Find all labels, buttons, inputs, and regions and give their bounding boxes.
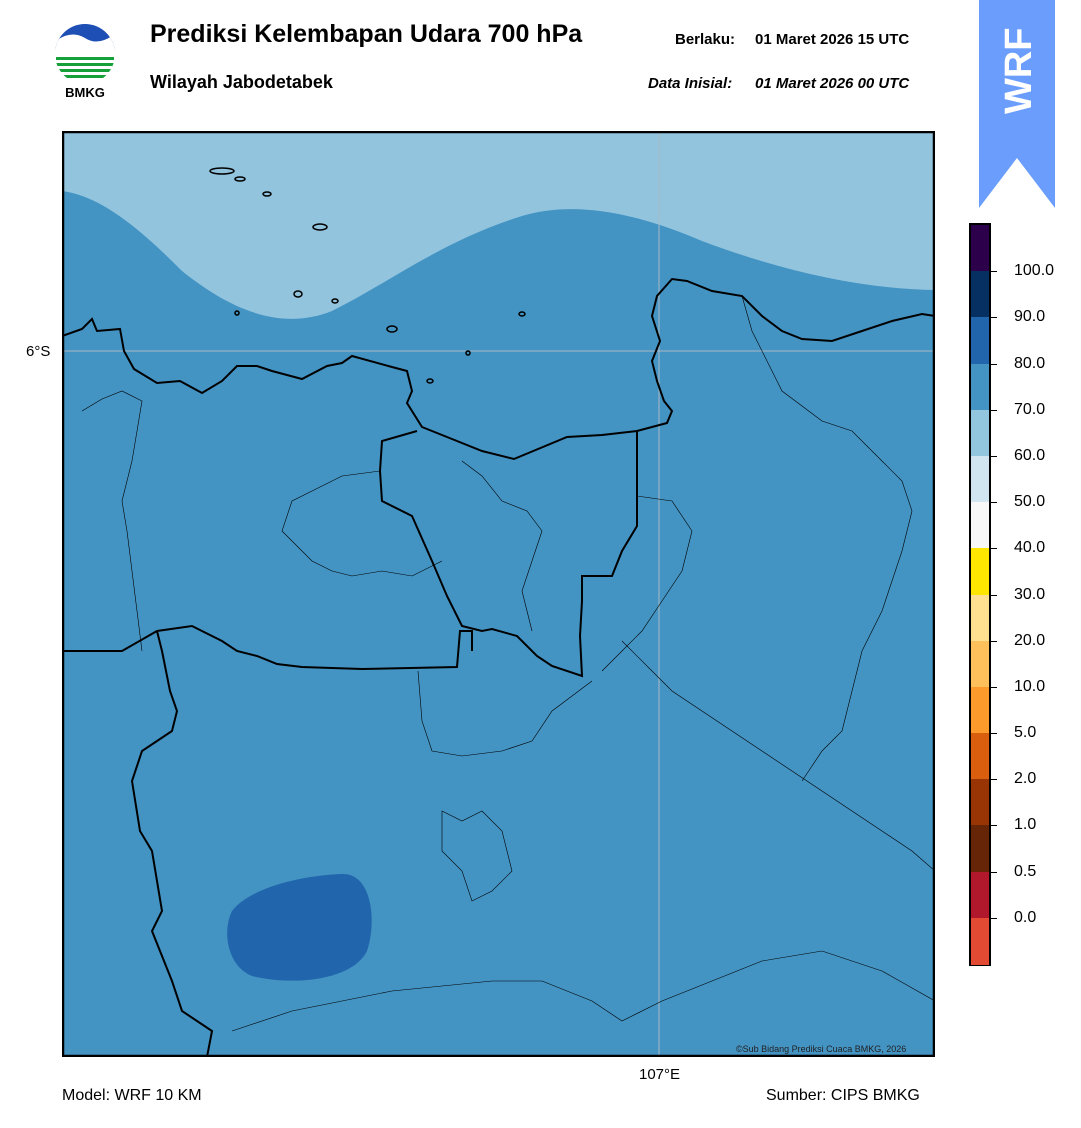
island — [331, 298, 339, 304]
colorbar-tick — [991, 779, 997, 781]
bmkg-logo-icon — [55, 24, 115, 84]
island — [312, 223, 328, 231]
colorbar-segment — [971, 548, 989, 595]
regency-boundary — [417, 670, 593, 757]
colorbar-segment — [971, 686, 989, 734]
colorbar-segment — [971, 871, 989, 919]
province-boundary — [378, 430, 638, 678]
colorbar-tick — [991, 686, 997, 688]
init-time-label: Data Inisial: — [648, 75, 733, 92]
colorbar-label: 5.0 — [1014, 724, 1037, 742]
valid-time-label: Berlaku: — [675, 31, 736, 48]
colorbar-label: 40.0 — [1014, 539, 1046, 557]
regency-boundary — [741, 295, 913, 782]
island — [426, 378, 434, 384]
model-label: Model: WRF 10 KM — [62, 1087, 202, 1104]
colorbar-segment — [971, 733, 989, 780]
colorbar-tick — [991, 363, 997, 365]
humidity-band-80-90 — [227, 873, 372, 981]
colorbar-segment — [971, 225, 989, 272]
colorbar-tick — [991, 548, 997, 550]
island — [209, 167, 235, 175]
province-boundary-west — [130, 630, 214, 1057]
colorbar-segment — [971, 825, 989, 873]
colorbar-label: 2.0 — [1014, 770, 1037, 788]
logo-text: BMKG — [65, 85, 105, 100]
colorbar-tick — [991, 317, 997, 319]
colorbar-tick — [991, 917, 997, 919]
colorbar-segment — [971, 917, 989, 965]
colorbar-segment — [971, 640, 989, 688]
colorbar-segment — [971, 409, 989, 457]
colorbar-label: 1.0 — [1014, 816, 1037, 834]
island — [234, 176, 246, 182]
colorbar-segment — [971, 779, 989, 826]
map-frame — [62, 131, 935, 1057]
colorbar-tick — [991, 594, 997, 596]
page-title: Prediksi Kelembapan Udara 700 hPa — [150, 20, 583, 48]
regency-boundary — [461, 460, 543, 632]
colorbar-segment — [971, 363, 989, 411]
colorbar-tick — [991, 825, 997, 827]
humidity-band-60-70 — [62, 131, 935, 319]
colorbar-tick — [991, 502, 997, 504]
page-subtitle: Wilayah Jabodetabek — [150, 72, 333, 92]
colorbar-label: 90.0 — [1014, 308, 1046, 326]
colorbar-segment — [971, 271, 989, 318]
island — [465, 350, 471, 356]
colorbar-label: 70.0 — [1014, 400, 1046, 418]
init-time-value: 01 Maret 2026 00 UTC — [755, 75, 910, 92]
colorbar-label: 20.0 — [1014, 631, 1046, 649]
colorbar-segment — [971, 502, 989, 549]
colorbar-label: 60.0 — [1014, 446, 1046, 464]
regency-boundary — [231, 950, 935, 1032]
colorbar-tick — [991, 640, 997, 642]
province-boundary-south — [62, 624, 473, 671]
colorbar-label: 0.0 — [1014, 908, 1037, 926]
colorbar-tick — [991, 455, 997, 457]
island — [293, 290, 303, 298]
colorbar-label: 10.0 — [1014, 677, 1046, 695]
colorbar-label: 30.0 — [1014, 585, 1046, 603]
wrf-badge-text: WRF — [998, 27, 1040, 114]
wrf-badge: WRF — [979, 0, 1055, 208]
island — [262, 191, 272, 197]
island — [518, 311, 526, 317]
colorbar-segment — [971, 455, 989, 503]
regency-boundary — [621, 640, 935, 872]
colorbar-label: 100.0 — [1014, 262, 1055, 280]
regency-boundary — [81, 390, 143, 652]
regency-boundary — [441, 810, 513, 902]
copyright-text: ©Sub Bidang Prediksi Cuaca BMKG, 2026 — [736, 1044, 907, 1054]
colorbar-tick — [991, 409, 997, 411]
colorbar-label: 80.0 — [1014, 354, 1046, 372]
colorbar-label: 0.5 — [1014, 862, 1037, 880]
island — [386, 325, 398, 333]
island — [234, 310, 240, 316]
colorbar-tick — [991, 871, 997, 873]
valid-time-value: 01 Maret 2026 15 UTC — [755, 31, 910, 48]
colorbar-segment — [971, 594, 989, 642]
colorbar-label: 50.0 — [1014, 493, 1046, 511]
colorbar-tick — [991, 733, 997, 735]
colorbar-segment — [971, 317, 989, 365]
humidity-map — [62, 131, 935, 1057]
colorbar-tick — [991, 271, 997, 273]
regency-boundary — [601, 495, 693, 672]
lat-label: 6°S — [26, 343, 51, 360]
regency-boundary — [281, 470, 443, 577]
lon-label: 107°E — [639, 1066, 681, 1083]
source-label: Sumber: CIPS BMKG — [766, 1087, 920, 1104]
colorbar — [969, 223, 991, 966]
